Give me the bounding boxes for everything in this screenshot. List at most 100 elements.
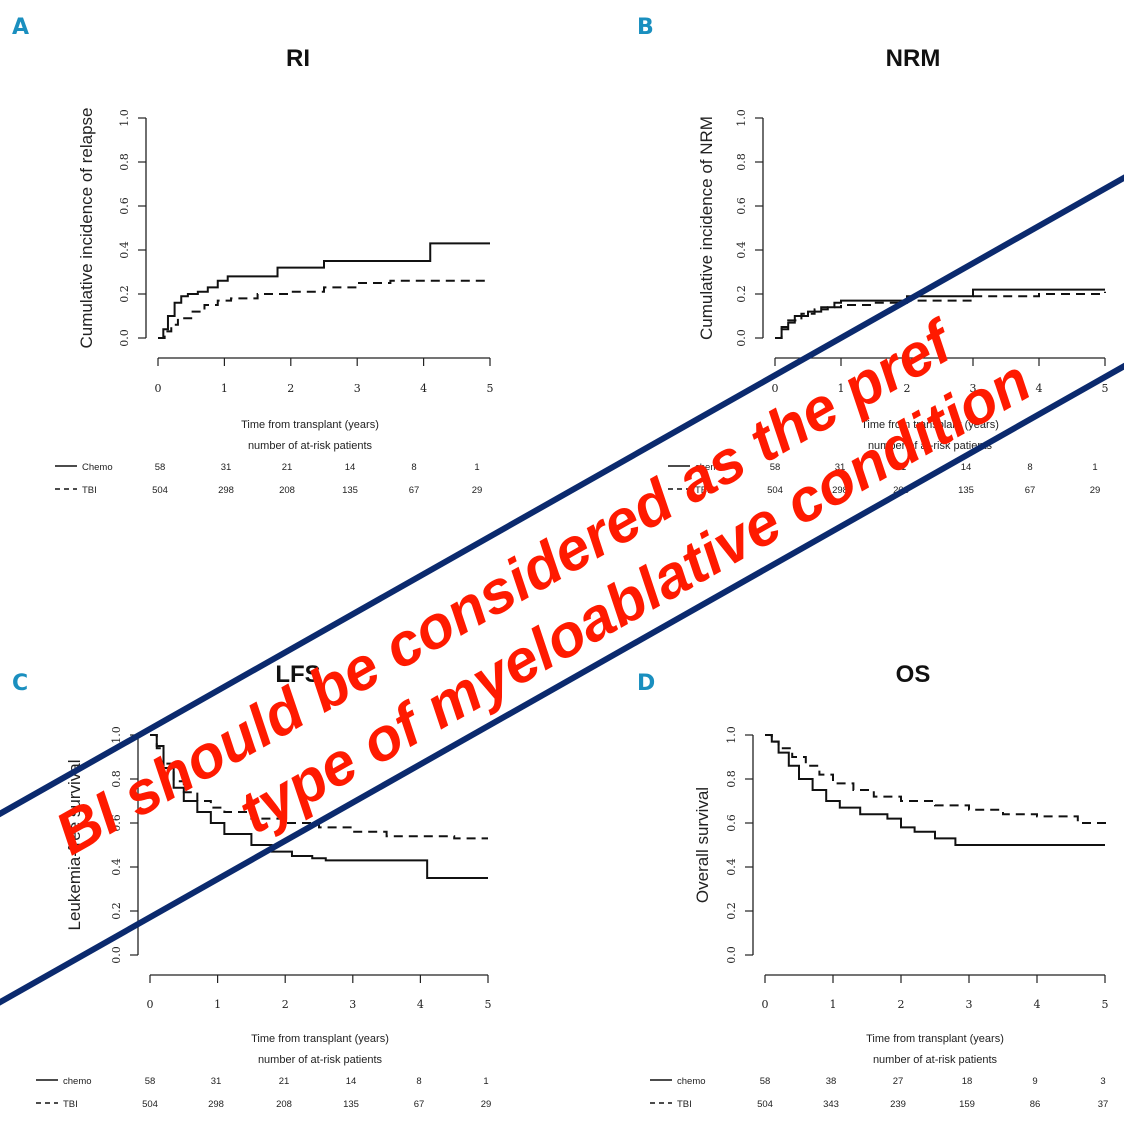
at-risk-count: 21 — [279, 1076, 290, 1087]
at-risk-count: 159 — [959, 1099, 975, 1110]
panel-title: LFS — [275, 661, 320, 688]
y-tick-label: 1.0 — [725, 726, 738, 744]
at-risk-count: 135 — [342, 485, 358, 496]
at-risk-count: 14 — [346, 1076, 357, 1087]
y-tick-label: 0.2 — [735, 285, 748, 303]
at-risk-count: 21 — [282, 462, 293, 473]
at-risk-count: 135 — [343, 1099, 359, 1110]
panel-title: NRM — [886, 45, 941, 72]
diagonal-banner: BI should be considered as the preftype … — [0, 141, 1124, 1039]
series-line-tbi — [765, 734, 1106, 826]
at-risk-label: chemo — [677, 1076, 706, 1087]
panel-letter: C — [12, 671, 28, 696]
at-risk-count: 27 — [893, 1076, 904, 1087]
x-tick-label: 5 — [485, 998, 492, 1011]
series-line-chemo — [150, 734, 488, 879]
x-axis-label: Time from transplant (years) — [866, 1033, 1004, 1045]
x-tick-label: 4 — [1036, 382, 1043, 395]
banner-line-1: BI should be considered as the pref — [44, 306, 966, 868]
at-risk-label: TBI — [695, 485, 710, 496]
x-tick-label: 2 — [898, 998, 905, 1011]
at-risk-count: 67 — [414, 1099, 425, 1110]
at-risk-count: 29 — [472, 485, 483, 496]
x-tick-label: 3 — [354, 382, 361, 395]
x-tick-label: 2 — [904, 382, 911, 395]
x-tick-label: 5 — [1102, 382, 1109, 395]
at-risk-label: Chemo — [82, 462, 113, 473]
x-tick-label: 0 — [762, 998, 769, 1011]
at-risk-count: 1 — [1092, 462, 1097, 473]
y-tick-label: 0.6 — [735, 197, 748, 215]
at-risk-count: 298 — [208, 1099, 224, 1110]
x-tick-label: 2 — [282, 998, 289, 1011]
y-tick-label: 0.6 — [725, 814, 738, 832]
at-risk-label: chemo — [695, 462, 724, 473]
at-risk-label: TBI — [677, 1099, 692, 1110]
x-tick-label: 2 — [287, 382, 294, 395]
banner-bottom-rule — [0, 284, 1124, 1039]
at-risk-count: 8 — [1027, 462, 1032, 473]
y-tick-label: 0.8 — [735, 153, 748, 171]
x-tick-label: 3 — [970, 382, 977, 395]
at-risk-count: 9 — [1032, 1076, 1037, 1087]
at-risk-count: 67 — [1025, 485, 1036, 496]
x-tick-label: 1 — [830, 998, 837, 1011]
y-tick-label: 0.0 — [110, 946, 123, 964]
x-tick-label: 3 — [349, 998, 356, 1011]
panel-D: D OS 0.0 0.2 0.4 0.6 0.8 1.0 Overall survival 0 1 2… — [637, 661, 1109, 1110]
at-risk-count: 504 — [152, 485, 168, 496]
x-tick-label: 1 — [838, 382, 845, 395]
at-risk-count: 239 — [890, 1099, 906, 1110]
panel-letter: B — [637, 15, 654, 40]
at-risk-count: 38 — [826, 1076, 837, 1087]
series-line-chemo — [775, 288, 1105, 339]
y-tick-label: 0.4 — [725, 858, 738, 876]
at-risk-count: 58 — [155, 462, 166, 473]
x-tick-label: 4 — [417, 998, 424, 1011]
y-axis-label: Cumulative incidence of relapse — [77, 108, 96, 349]
y-axis-label: Overall survival — [693, 787, 712, 903]
at-risk-label: TBI — [82, 485, 97, 496]
y-tick-label: 0.4 — [735, 241, 748, 259]
x-tick-label: 0 — [155, 382, 162, 395]
at-risk-count: 504 — [767, 485, 783, 496]
series-line-tbi — [775, 291, 1106, 339]
y-tick-label: 0.8 — [725, 770, 738, 788]
x-tick-label: 1 — [221, 382, 228, 395]
y-tick-label: 0.6 — [118, 197, 131, 215]
x-axis-label: Time from transplant (years) — [241, 419, 379, 431]
at-risk-header: number of at-risk patients — [248, 440, 373, 452]
series-line-chemo — [765, 734, 1105, 846]
y-tick-label: 0.0 — [735, 329, 748, 347]
at-risk-header: number of at-risk patients — [873, 1054, 998, 1066]
at-risk-count: 8 — [416, 1076, 421, 1087]
y-tick-label: 0.2 — [725, 902, 738, 920]
at-risk-count: 29 — [1090, 485, 1101, 496]
x-tick-label: 5 — [1102, 998, 1109, 1011]
at-risk-count: 31 — [221, 462, 232, 473]
at-risk-count: 135 — [958, 485, 974, 496]
at-risk-count: 298 — [832, 485, 848, 496]
x-tick-label: 4 — [420, 382, 427, 395]
banner-top-rule — [0, 141, 1124, 896]
at-risk-count: 208 — [279, 485, 295, 496]
x-tick-label: 0 — [147, 998, 154, 1011]
panel-A: A RI 0.0 0.2 0.4 0.6 0.8 1.0 Cumulative incidenc… — [12, 15, 494, 496]
at-risk-count: 208 — [276, 1099, 292, 1110]
y-tick-label: 0.4 — [118, 241, 131, 259]
y-axis-label: Cumulative incidence of NRM — [697, 116, 716, 340]
y-tick-label: 0.8 — [110, 770, 123, 788]
y-tick-label: 1.0 — [118, 109, 131, 127]
y-tick-label: 0.2 — [110, 902, 123, 920]
at-risk-count: 37 — [1098, 1099, 1109, 1110]
at-risk-count: 1 — [474, 462, 479, 473]
at-risk-header: number of at-risk patients — [258, 1054, 383, 1066]
x-tick-label: 5 — [487, 382, 494, 395]
at-risk-count: 18 — [962, 1076, 973, 1087]
at-risk-label: chemo — [63, 1076, 92, 1087]
at-risk-count: 8 — [411, 462, 416, 473]
series-line-tbi — [150, 734, 488, 840]
at-risk-count: 504 — [757, 1099, 773, 1110]
y-tick-label: 0.6 — [110, 814, 123, 832]
